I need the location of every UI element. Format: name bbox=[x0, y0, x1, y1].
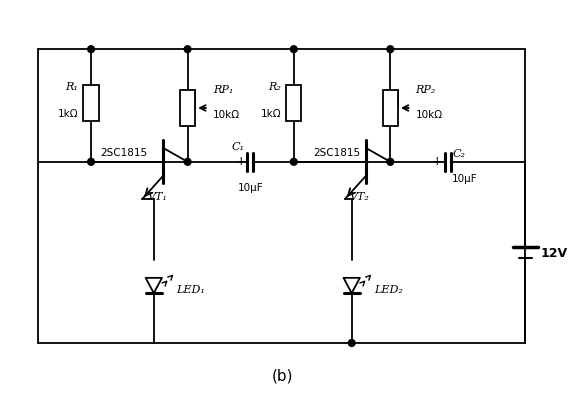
Text: 1kΩ: 1kΩ bbox=[260, 109, 281, 119]
Text: LED₁: LED₁ bbox=[176, 284, 205, 294]
Text: RP₂: RP₂ bbox=[415, 85, 436, 95]
Bar bbox=[382, 91, 398, 126]
Text: 2SC1815: 2SC1815 bbox=[101, 148, 148, 158]
Circle shape bbox=[88, 159, 94, 166]
Text: C₁: C₁ bbox=[232, 142, 245, 152]
Circle shape bbox=[184, 47, 191, 53]
Circle shape bbox=[184, 159, 191, 166]
Circle shape bbox=[348, 340, 355, 346]
Text: VT₁: VT₁ bbox=[147, 192, 167, 202]
Text: R₂: R₂ bbox=[268, 82, 281, 92]
Text: +: + bbox=[236, 155, 247, 168]
Bar bbox=[286, 86, 301, 122]
Text: 10μF: 10μF bbox=[237, 183, 263, 193]
Text: 10kΩ: 10kΩ bbox=[213, 109, 240, 119]
Circle shape bbox=[387, 47, 393, 53]
Text: 2SC1815: 2SC1815 bbox=[313, 148, 360, 158]
Bar bbox=[84, 86, 98, 122]
Text: LED₂: LED₂ bbox=[374, 284, 403, 294]
Text: 10kΩ: 10kΩ bbox=[415, 109, 442, 119]
Bar bbox=[180, 91, 195, 126]
Circle shape bbox=[88, 47, 94, 53]
Text: R₁: R₁ bbox=[66, 82, 78, 92]
Text: 12V: 12V bbox=[541, 246, 568, 259]
Text: 1kΩ: 1kΩ bbox=[58, 109, 78, 119]
Text: +: + bbox=[432, 155, 442, 168]
Text: 10μF: 10μF bbox=[452, 173, 478, 183]
Text: C₂: C₂ bbox=[452, 148, 465, 158]
Text: VT₂: VT₂ bbox=[350, 192, 370, 202]
Text: RP₁: RP₁ bbox=[213, 85, 233, 95]
Circle shape bbox=[290, 47, 297, 53]
Text: (b): (b) bbox=[271, 368, 293, 383]
Circle shape bbox=[290, 159, 297, 166]
Circle shape bbox=[387, 159, 393, 166]
